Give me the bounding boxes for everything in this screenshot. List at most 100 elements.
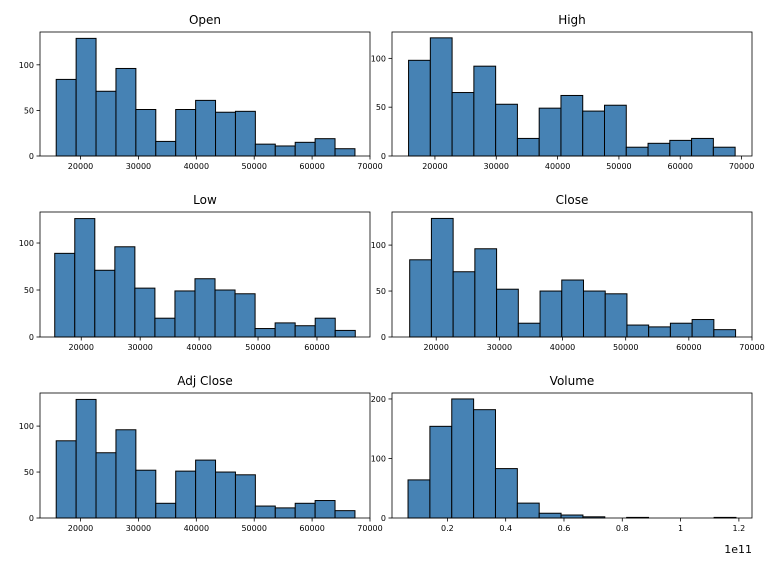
bar xyxy=(517,322,541,338)
bar xyxy=(474,248,498,338)
x-tick-label: 50000 xyxy=(613,343,638,352)
x-tick-label: 30000 xyxy=(127,343,152,352)
bar xyxy=(274,145,296,157)
bar xyxy=(175,470,197,519)
y-tick-label: 50 xyxy=(376,287,386,296)
bar xyxy=(134,287,156,338)
bar xyxy=(496,288,519,338)
bar xyxy=(451,92,475,157)
bar xyxy=(516,502,540,519)
y-tick-label: 0 xyxy=(29,514,34,523)
bar xyxy=(175,109,197,157)
bar xyxy=(626,324,650,338)
axes-frame xyxy=(391,392,753,519)
bar xyxy=(234,474,256,519)
x-tick-label: 40000 xyxy=(186,343,211,352)
subplot-title: Low xyxy=(193,193,217,207)
bar xyxy=(194,278,216,338)
bar xyxy=(334,148,356,157)
x-tick-label: 70000 xyxy=(357,524,382,533)
bar xyxy=(429,37,453,157)
bar xyxy=(713,329,737,338)
bar xyxy=(294,325,316,338)
bar xyxy=(154,317,176,338)
bar xyxy=(135,109,157,157)
bar xyxy=(473,409,496,519)
bar xyxy=(407,479,431,519)
bar xyxy=(648,326,671,338)
bar xyxy=(234,293,256,338)
y-tick-label: 0 xyxy=(381,333,386,342)
bar xyxy=(195,459,217,519)
bar xyxy=(174,290,196,338)
bar xyxy=(691,319,715,338)
x-tick-label: 1.2 xyxy=(733,524,746,533)
bar xyxy=(114,246,136,338)
bar xyxy=(452,271,476,338)
bar xyxy=(429,425,453,519)
bar xyxy=(582,290,606,338)
bar xyxy=(95,452,117,519)
x-tick-label: 30000 xyxy=(126,524,151,533)
bar xyxy=(712,146,736,157)
bar xyxy=(294,502,316,519)
y-tick-label: 100 xyxy=(371,241,386,250)
x-tick-label: 60000 xyxy=(676,343,701,352)
bar xyxy=(95,90,117,157)
offset-text: 1e11 xyxy=(724,543,752,556)
x-tick-label: 40000 xyxy=(545,162,570,171)
y-tick-label: 100 xyxy=(371,54,386,63)
bar xyxy=(647,142,671,157)
bar xyxy=(494,468,518,519)
bar xyxy=(604,293,628,338)
axes-frame xyxy=(39,211,371,338)
bar xyxy=(560,514,584,519)
x-tick-label: 70000 xyxy=(739,343,764,352)
bar xyxy=(604,104,627,157)
bar xyxy=(115,67,137,157)
x-tick-label: 30000 xyxy=(126,162,151,171)
bar xyxy=(560,94,584,157)
bar xyxy=(314,317,336,338)
x-tick-label: 20000 xyxy=(68,162,93,171)
y-tick-label: 50 xyxy=(24,106,34,115)
bar xyxy=(155,140,177,157)
x-tick-label: 40000 xyxy=(184,524,209,533)
axes-frame xyxy=(39,392,371,519)
bar xyxy=(215,111,236,157)
axes-frame xyxy=(39,31,371,157)
x-tick-label: 0.6 xyxy=(558,524,571,533)
y-tick-label: 0 xyxy=(381,514,386,523)
x-tick-label: 50000 xyxy=(606,162,631,171)
y-tick-label: 0 xyxy=(29,152,34,161)
x-tick-label: 20000 xyxy=(422,162,447,171)
y-tick-label: 50 xyxy=(24,468,34,477)
x-tick-label: 30000 xyxy=(484,162,509,171)
subplot-title: Volume xyxy=(550,374,595,388)
subplot-title: Close xyxy=(556,193,589,207)
bar xyxy=(334,329,356,338)
y-tick-label: 50 xyxy=(376,103,386,112)
bar xyxy=(234,110,256,157)
x-tick-label: 20000 xyxy=(69,343,94,352)
x-tick-label: 40000 xyxy=(184,162,209,171)
bar xyxy=(516,137,540,157)
x-tick-label: 70000 xyxy=(357,162,382,171)
bar xyxy=(473,65,497,157)
bar xyxy=(215,471,236,519)
subplot-title: High xyxy=(558,13,586,27)
x-tick-label: 0.8 xyxy=(616,524,629,533)
bar xyxy=(254,505,276,519)
x-tick-label: 60000 xyxy=(668,162,693,171)
x-tick-label: 50000 xyxy=(245,343,270,352)
y-tick-label: 100 xyxy=(19,61,34,70)
axes-frame xyxy=(391,31,753,157)
y-tick-label: 100 xyxy=(19,239,34,248)
x-tick-label: 60000 xyxy=(304,343,329,352)
x-tick-label: 0.2 xyxy=(441,524,454,533)
bar xyxy=(669,322,693,338)
bar xyxy=(691,137,714,157)
bar xyxy=(274,507,296,519)
subplot-title: Adj Close xyxy=(177,374,232,388)
bar xyxy=(135,469,157,519)
